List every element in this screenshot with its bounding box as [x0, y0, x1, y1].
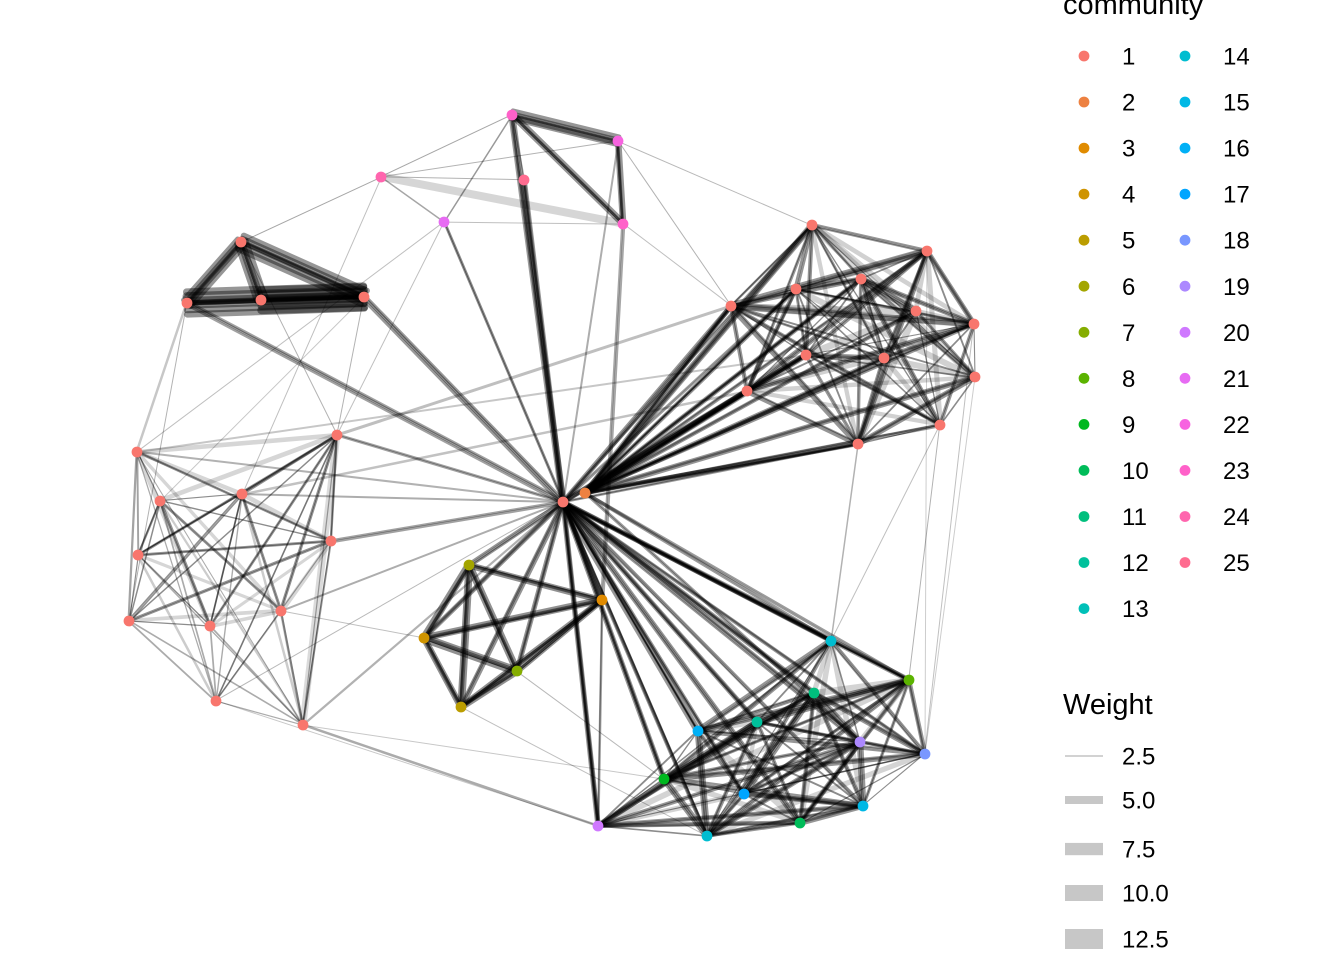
svg-text:15: 15 — [1223, 90, 1250, 117]
svg-text:2.5: 2.5 — [1122, 744, 1155, 771]
svg-text:7.5: 7.5 — [1122, 837, 1155, 864]
svg-text:10: 10 — [1122, 458, 1149, 485]
svg-text:11: 11 — [1122, 504, 1147, 531]
svg-text:9: 9 — [1122, 412, 1135, 439]
svg-text:community: community — [1063, 0, 1204, 21]
svg-text:4: 4 — [1122, 182, 1135, 209]
svg-text:20: 20 — [1223, 320, 1250, 347]
svg-text:25: 25 — [1223, 550, 1250, 577]
svg-text:17: 17 — [1223, 182, 1250, 209]
svg-text:Weight: Weight — [1063, 689, 1153, 721]
svg-text:12.5: 12.5 — [1122, 927, 1169, 954]
svg-text:13: 13 — [1122, 596, 1149, 623]
svg-text:7: 7 — [1122, 320, 1135, 347]
svg-text:18: 18 — [1223, 228, 1250, 255]
svg-text:8: 8 — [1122, 366, 1135, 393]
svg-text:12: 12 — [1122, 550, 1149, 577]
svg-text:6: 6 — [1122, 274, 1135, 301]
svg-text:16: 16 — [1223, 136, 1250, 163]
svg-text:14: 14 — [1223, 44, 1250, 71]
svg-text:22: 22 — [1223, 412, 1250, 439]
svg-text:5.0: 5.0 — [1122, 788, 1155, 815]
svg-text:5: 5 — [1122, 228, 1135, 255]
svg-text:1: 1 — [1122, 44, 1135, 71]
svg-text:21: 21 — [1223, 366, 1250, 393]
svg-text:23: 23 — [1223, 458, 1250, 485]
svg-text:19: 19 — [1223, 274, 1250, 301]
svg-text:24: 24 — [1223, 504, 1250, 531]
svg-text:3: 3 — [1122, 136, 1135, 163]
svg-text:2: 2 — [1122, 90, 1135, 117]
svg-text:10.0: 10.0 — [1122, 881, 1169, 908]
